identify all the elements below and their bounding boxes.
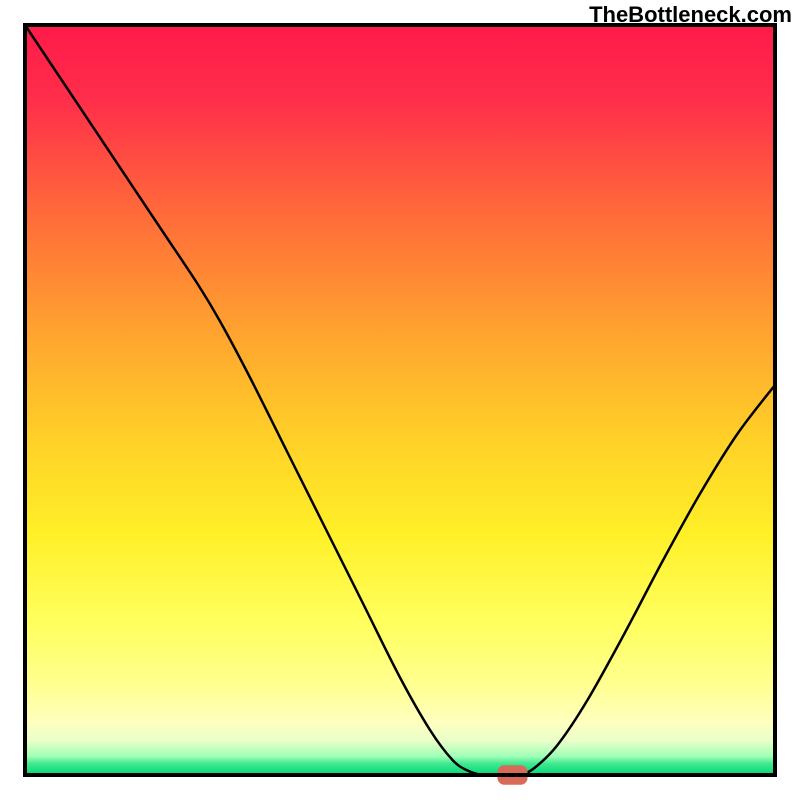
watermark-text: TheBottleneck.com [589,2,792,28]
bottleneck-chart: TheBottleneck.com [0,0,800,800]
chart-svg [0,0,800,800]
gradient-background [25,25,775,775]
